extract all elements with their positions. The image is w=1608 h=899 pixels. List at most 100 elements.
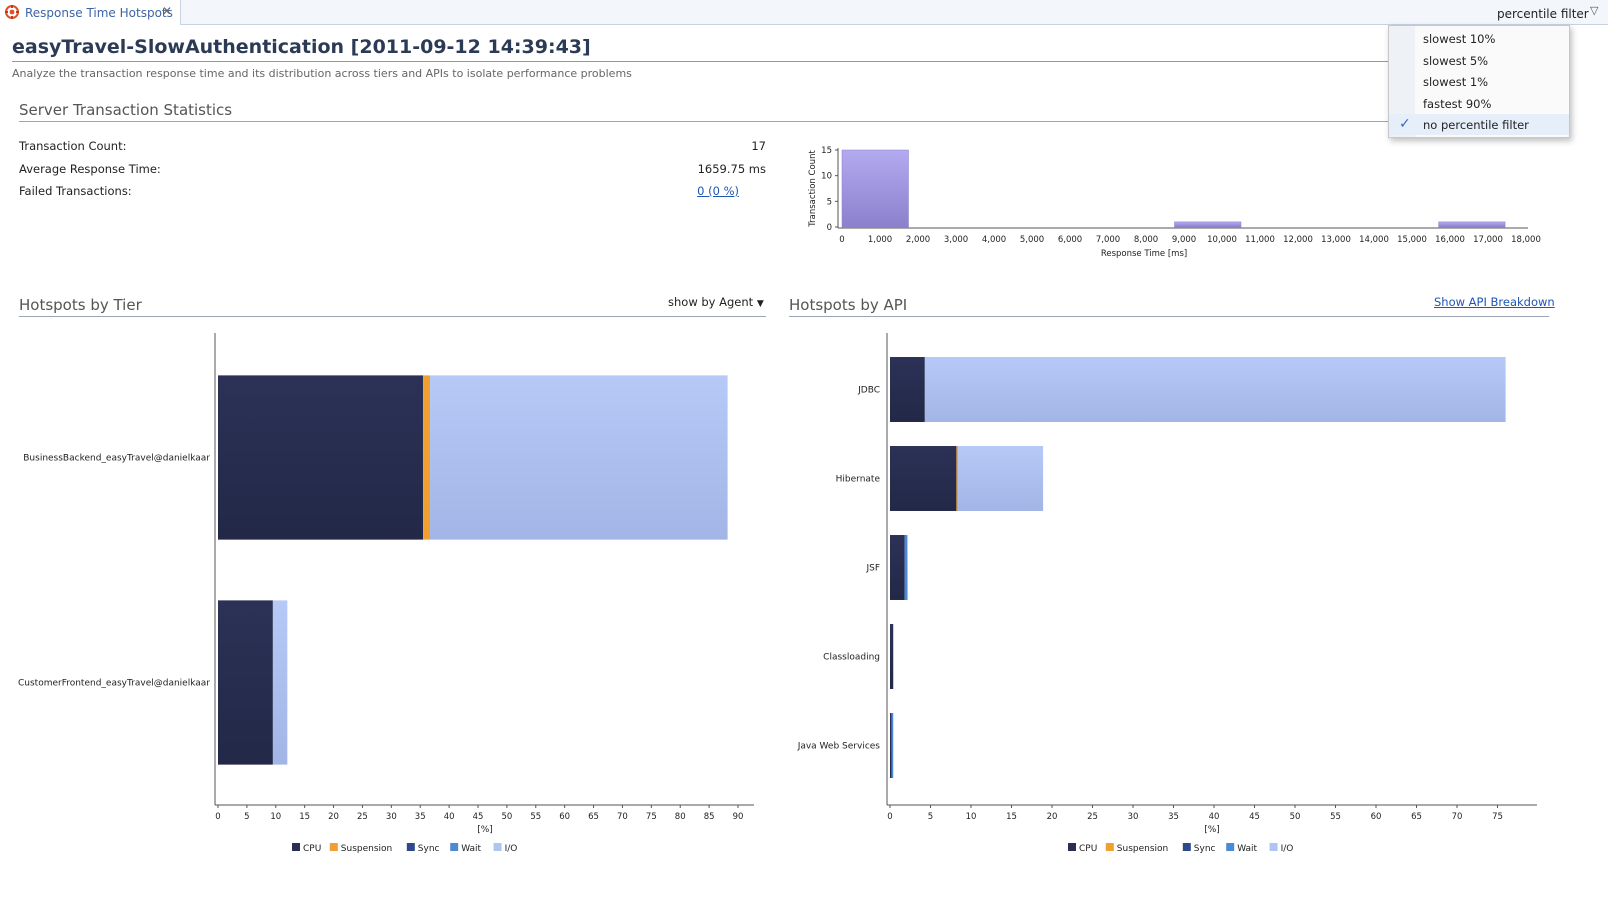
x-tick-label: 9,000 [1172,235,1196,245]
bar-segment-cpu [890,357,925,422]
x-tick-label: 35 [415,812,426,822]
x-tick-label: 15 [299,812,310,822]
x-tick-label: 25 [357,812,368,822]
x-tick-label: 80 [675,812,686,822]
y-tick-label: 10 [821,172,832,182]
show-api-breakdown-link[interactable]: Show API Breakdown [1434,295,1555,309]
avg-response-label: Average Response Time: [19,162,161,176]
x-tick-label: 60 [559,812,570,822]
failed-transactions-link[interactable]: 0 (0 %) [697,184,739,198]
bar-segment-cpu [890,446,957,511]
menu-item-fastest-90[interactable]: fastest 90% [1389,93,1569,114]
tab-response-time-hotspots[interactable]: Response Time Hotspots ✕ [0,0,181,25]
legend-label: Wait [461,844,481,854]
bar-segment-cpu [890,624,894,689]
legend-label: I/O [505,844,518,854]
tier-divider [19,316,766,317]
x-tick-label: 65 [1411,812,1422,822]
x-tick-label: 1,000 [868,235,892,245]
x-tick-label: 8,000 [1134,235,1158,245]
legend-label: Wait [1237,844,1257,854]
x-tick-label: 10 [966,812,977,822]
x-tick-label: 70 [617,812,628,822]
bar-segment-suspension [423,375,431,540]
x-tick-label: 2,000 [906,235,930,245]
x-tick-label: 6,000 [1058,235,1082,245]
failed-transactions-label: Failed Transactions: [19,184,132,198]
legend-swatch-suspension [329,843,338,851]
legend-swatch-suspension [1105,843,1114,851]
menu-item-slowest-10[interactable]: slowest 10% [1389,28,1569,49]
show-by-agent-dropdown[interactable]: show by Agent ▼ [668,295,764,309]
x-tick-label: 4,000 [982,235,1006,245]
x-tick-label: 7,000 [1096,235,1120,245]
category-label: BusinessBackend_easyTravel@danielkaar [23,454,210,464]
x-axis-label: [%] [1204,825,1220,835]
legend-swatch-sync [1182,843,1191,851]
legend-swatch-wait [450,843,459,851]
x-tick-label: 40 [444,812,455,822]
legend-swatch-io [493,843,502,851]
x-tick-label: 85 [704,812,715,822]
menu-item-label: slowest 1% [1423,75,1489,89]
statistics-divider [19,121,1389,122]
tab-label: Response Time Hotspots [25,6,173,20]
bar-segment-io [430,375,728,540]
checkmark-icon: ✓ [1399,116,1411,132]
x-tick-label: 0 [215,812,220,822]
x-tick-label: 60 [1371,812,1382,822]
y-tick-label: 0 [827,223,832,233]
menu-item-slowest-5[interactable]: slowest 5% [1389,50,1569,71]
bar-segment-cpu [218,375,424,540]
menu-item-no-percentile-filter[interactable]: ✓ no percentile filter [1389,114,1569,135]
x-tick-label: 10 [270,812,281,822]
y-tick-label: 15 [821,146,832,156]
legend-swatch-wait [1226,843,1235,851]
show-by-label: show by Agent [668,295,754,309]
section-title-tier: Hotspots by Tier [19,296,142,314]
category-label: Hibernate [836,475,881,485]
menu-item-label: slowest 5% [1423,53,1489,68]
y-axis-label: Transaction Count [808,150,818,228]
menu-item-slowest-1[interactable]: slowest 1% [1389,71,1569,92]
x-tick-label: 55 [530,812,541,822]
legend-label: CPU [303,844,321,854]
x-tick-label: 5 [928,812,933,822]
x-tick-label: 25 [1087,812,1098,822]
percentile-filter-label[interactable]: percentile filter [1497,7,1589,21]
x-tick-label: 70 [1452,812,1463,822]
x-tick-label: 3,000 [944,235,968,245]
bar-segment-io [272,600,288,765]
section-title-api: Hotspots by API [789,296,908,314]
legend-label: CPU [1079,844,1097,854]
legend-label: I/O [1281,844,1294,854]
bar-segment-cpu [218,600,273,765]
legend-label: Suspension [1117,844,1168,854]
x-tick-label: 16,000 [1435,235,1465,245]
x-tick-label: 5 [244,812,249,822]
x-tick-label: 15,000 [1397,235,1427,245]
y-tick-label: 5 [827,197,832,207]
hotspots-by-tier-chart: BusinessBackend_easyTravel@danielkaar Cus… [18,333,754,854]
x-tick-label: 35 [1168,812,1179,822]
avg-response-value: 1659.75 ms [697,162,766,176]
bar-segment-cpu [890,713,892,778]
close-icon[interactable]: ✕ [162,4,173,18]
x-tick-label: 30 [386,812,397,822]
x-tick-label: 75 [646,812,657,822]
bar-segment-wait [891,713,894,778]
histogram-bar [1438,221,1506,228]
editor-tab-bar [0,0,1608,25]
x-axis-label: Response Time [ms] [1101,249,1187,259]
x-tick-label: 45 [1249,812,1260,822]
x-tick-label: 40 [1209,812,1220,822]
chevron-down-icon[interactable]: ▽ [1590,4,1599,17]
legend-label: Sync [418,844,440,854]
percentile-filter-menu: slowest 10% slowest 5% slowest 1% fastest 9… [1388,25,1570,138]
x-axis-label: [%] [477,825,493,835]
category-label: JDBC [857,386,880,396]
bar-segment-suspension [956,446,959,511]
chevron-down-icon: ▼ [756,299,764,309]
histogram-bar [1174,221,1242,228]
api-divider [789,316,1549,317]
